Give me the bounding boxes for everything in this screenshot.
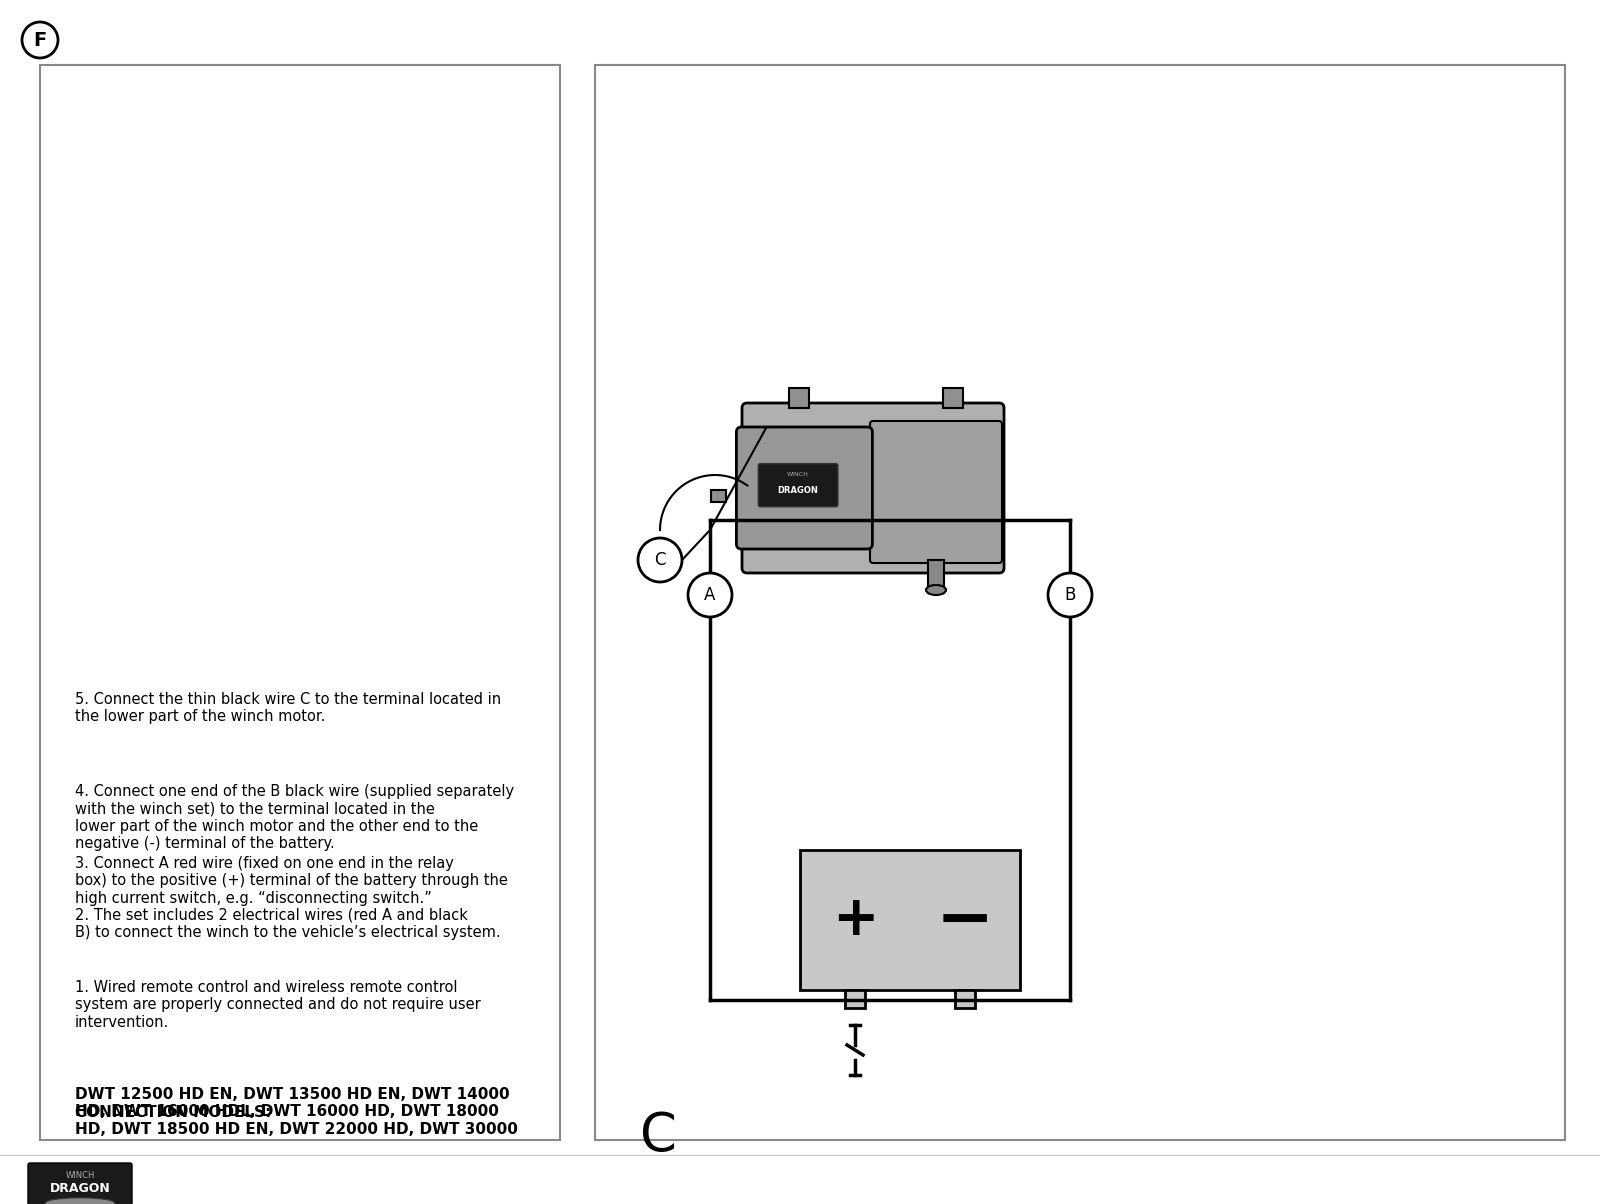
- Text: DWT 12500 HD EN, DWT 13500 HD EN, DWT 14000
HD, DWT 16000 HDL, DWT 16000 HD, DWT: DWT 12500 HD EN, DWT 13500 HD EN, DWT 14…: [75, 1087, 518, 1137]
- Text: F: F: [34, 30, 46, 49]
- Bar: [40, 65, 560, 1140]
- Bar: [928, 560, 944, 590]
- FancyBboxPatch shape: [870, 421, 1002, 563]
- Text: WINCH: WINCH: [66, 1171, 94, 1180]
- Text: +: +: [832, 893, 878, 948]
- Circle shape: [22, 22, 58, 58]
- FancyBboxPatch shape: [758, 464, 838, 507]
- Ellipse shape: [45, 1198, 115, 1204]
- Ellipse shape: [926, 585, 946, 595]
- Text: A: A: [704, 586, 715, 604]
- Bar: [789, 388, 810, 408]
- FancyBboxPatch shape: [742, 403, 1005, 573]
- Bar: [595, 65, 1565, 1140]
- Text: 5. Connect the thin black wire C to the terminal located in
the lower part of th: 5. Connect the thin black wire C to the …: [75, 692, 501, 725]
- Text: WINCH: WINCH: [787, 472, 810, 477]
- Bar: [800, 850, 1021, 990]
- Text: −: −: [936, 886, 994, 954]
- Circle shape: [688, 573, 733, 616]
- Text: 3. Connect A red wire (fixed on one end in the relay
box) to the positive (+) te: 3. Connect A red wire (fixed on one end …: [75, 856, 507, 905]
- Text: DRAGON: DRAGON: [50, 1182, 110, 1196]
- Text: B: B: [1064, 586, 1075, 604]
- Text: C: C: [640, 1110, 677, 1162]
- Circle shape: [638, 538, 682, 582]
- Bar: [712, 490, 726, 502]
- Text: 1. Wired remote control and wireless remote control
system are properly connecte: 1. Wired remote control and wireless rem…: [75, 980, 480, 1029]
- FancyBboxPatch shape: [29, 1163, 131, 1204]
- FancyBboxPatch shape: [736, 427, 872, 549]
- Text: 2. The set includes 2 electrical wires (red A and black
B) to connect the winch : 2. The set includes 2 electrical wires (…: [75, 908, 501, 940]
- Circle shape: [1048, 573, 1091, 616]
- Bar: [845, 990, 866, 1008]
- Text: DRAGON: DRAGON: [778, 485, 819, 495]
- Text: 4. Connect one end of the B black wire (supplied separately
with the winch set) : 4. Connect one end of the B black wire (…: [75, 784, 514, 851]
- Bar: [942, 388, 963, 408]
- Text: C: C: [654, 551, 666, 569]
- Text: CONNECTION MODELS:: CONNECTION MODELS:: [75, 1105, 272, 1120]
- Bar: [955, 990, 974, 1008]
